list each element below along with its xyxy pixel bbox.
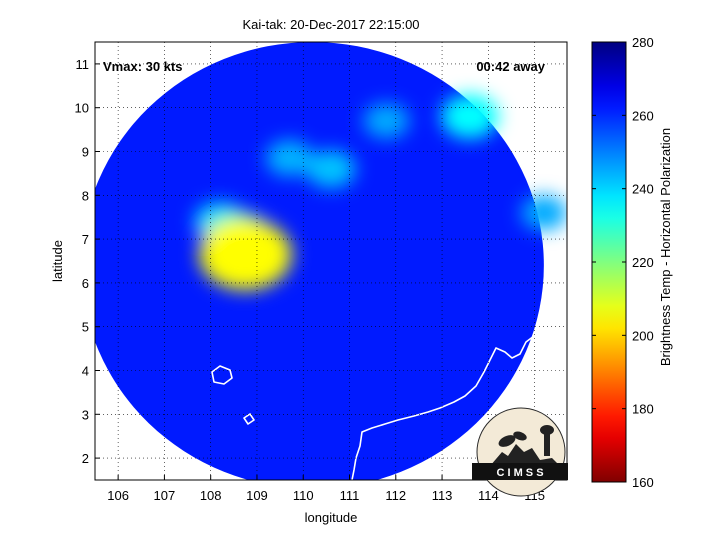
coastline-malaya — [97, 411, 107, 423]
colorbar-label: Brightness Temp - Horizontal Polarizatio… — [658, 128, 673, 366]
chart-title: Kai-tak: 20-Dec-2017 22:15:00 — [242, 17, 419, 32]
feature-northern-arc — [265, 139, 313, 177]
y-axis-ticks: 2 3 4 5 6 7 8 9 10 11 — [75, 57, 100, 466]
y-tick-label: 11 — [76, 57, 90, 72]
feature-northeast-cells — [441, 94, 499, 139]
y-tick-label: 9 — [82, 145, 89, 160]
feature-convective-core — [199, 218, 292, 291]
vmax-annotation: Vmax: 30 kts — [103, 59, 183, 74]
colorbar-tick-label: 240 — [632, 182, 654, 197]
x-tick-label: 106 — [107, 488, 129, 503]
colorbar-ticks: 160 180 200 220 240 260 280 — [592, 35, 654, 490]
x-tick-label: 111 — [340, 488, 360, 503]
y-tick-label: 3 — [82, 407, 89, 422]
y-tick-label: 5 — [82, 320, 89, 335]
y-tick-label: 7 — [82, 232, 89, 247]
feature-eastern-edge — [520, 195, 567, 231]
x-axis-label: longitude — [305, 510, 358, 525]
colorbar-tick-label: 220 — [632, 255, 654, 270]
y-axis-label: latitude — [50, 240, 65, 282]
colorbar-tick-label: 200 — [632, 328, 654, 343]
coastline — [95, 42, 567, 480]
x-tick-label: 110 — [293, 488, 314, 503]
y-tick-label: 6 — [82, 276, 89, 291]
y-tick-label: 8 — [82, 188, 89, 203]
brightness-features — [194, 94, 567, 291]
x-tick-label: 108 — [200, 488, 222, 503]
colorbar-tick-label: 160 — [632, 475, 654, 490]
y-tick-label: 2 — [82, 451, 89, 466]
coastline-indochina — [95, 42, 215, 113]
x-tick-label: 112 — [385, 488, 406, 503]
x-tick-label: 107 — [154, 488, 176, 503]
time-away-annotation: 00:42 away — [476, 59, 545, 74]
colorbar-tick-label: 260 — [632, 108, 654, 123]
coastline-east-islands — [557, 391, 567, 425]
feature-central-cells — [306, 150, 356, 189]
colorbar-tick-label: 280 — [632, 35, 654, 50]
x-axis-ticks: 106 107 108 109 110 111 112 113 114 115 — [107, 475, 545, 503]
colorbar-tick-label: 180 — [632, 402, 654, 417]
plot-frame — [94, 41, 568, 481]
x-tick-label: 109 — [246, 488, 268, 503]
y-tick-label: 10 — [75, 101, 89, 116]
feature-north-cells — [363, 103, 410, 139]
colorbar — [591, 41, 627, 483]
coastline-natuna — [211, 365, 233, 385]
y-tick-label: 4 — [82, 364, 89, 379]
grid-lines — [95, 42, 567, 480]
cimss-logo: C I M S S — [472, 407, 568, 497]
coastline-borneo — [351, 311, 567, 480]
x-tick-label: 113 — [432, 488, 453, 503]
x-tick-label: 114 — [478, 488, 499, 503]
cimss-logo-text: C I M S S — [496, 467, 543, 479]
coastline-islet — [243, 413, 255, 425]
